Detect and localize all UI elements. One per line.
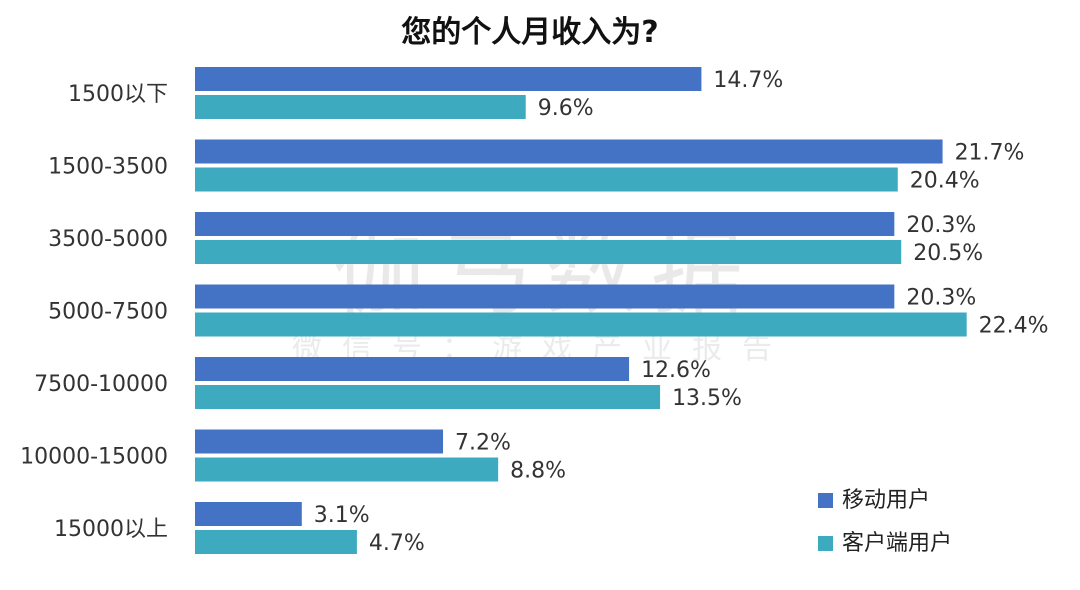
category-label: 3500-5000 <box>48 227 168 252</box>
legend-label: 客户端用户 <box>842 531 952 556</box>
chart-title: 您的个人月收入为? <box>401 15 658 50</box>
watermark-main-text: 伽马数据 <box>333 220 757 327</box>
bar-client <box>195 240 902 264</box>
category-label: 1500-3500 <box>48 155 168 180</box>
data-label: 20.3% <box>906 286 976 311</box>
watermark: 伽马数据 微信号：游戏产业报告 <box>292 220 772 366</box>
bar-mobile <box>195 212 895 236</box>
bar-group: 3500-5000 20.3% 20.5% <box>48 212 983 266</box>
bar-mobile <box>195 429 444 454</box>
bar-group: 1500-3500 21.7% 20.4% <box>48 139 1025 194</box>
legend-swatch <box>818 536 833 551</box>
data-label: 4.7% <box>369 531 425 556</box>
legend-item: 移动用户 <box>818 488 930 513</box>
category-label: 10000-15000 <box>20 445 168 470</box>
bar-mobile <box>195 67 702 91</box>
bar-client <box>195 312 967 337</box>
legend-item: 客户端用户 <box>818 531 952 556</box>
bar-group: 7500-10000 12.6% 13.5% <box>34 357 742 411</box>
bar-mobile <box>195 139 943 164</box>
bar-mobile <box>195 284 895 309</box>
data-label: 21.7% <box>955 141 1025 166</box>
data-label: 8.8% <box>510 459 566 484</box>
bar-group: 1500以下 14.7% 9.6% <box>68 67 783 121</box>
bar-group: 5000-7500 20.3%22.4% <box>48 284 1049 339</box>
data-label: 20.3% <box>906 213 976 238</box>
bar-group: 15000以上 3.1% 4.7% <box>54 502 425 556</box>
category-label: 1500以下 <box>68 82 168 107</box>
bar-mobile <box>195 357 630 381</box>
category-label: 7500-10000 <box>34 372 168 397</box>
bar-mobile <box>195 502 302 526</box>
data-label: 9.6% <box>538 96 594 121</box>
data-label: 7.2% <box>455 431 511 456</box>
data-label: 20.4% <box>910 169 980 194</box>
bar-client <box>195 167 898 192</box>
data-label: 20.5% <box>913 241 983 266</box>
bar-client <box>195 530 357 554</box>
data-label: 13.5% <box>672 386 742 411</box>
category-label: 5000-7500 <box>48 300 168 325</box>
bar-client <box>195 457 499 482</box>
data-label: 12.6% <box>641 358 711 383</box>
data-label: 14.7% <box>713 68 783 93</box>
legend-label: 移动用户 <box>842 488 930 513</box>
bars-layer: 1500以下 14.7% 9.6% 1500-3500 21.7% 20.4% 3500-5… <box>20 67 1049 556</box>
data-label: 3.1% <box>314 503 370 528</box>
bar-group: 10000-15000 7.2% 8.8% <box>20 429 566 484</box>
bar-client <box>195 385 661 409</box>
legend-swatch <box>818 493 833 508</box>
category-label: 15000以上 <box>54 517 168 542</box>
bar-client <box>195 95 526 119</box>
data-label: 22.4% <box>979 314 1049 339</box>
